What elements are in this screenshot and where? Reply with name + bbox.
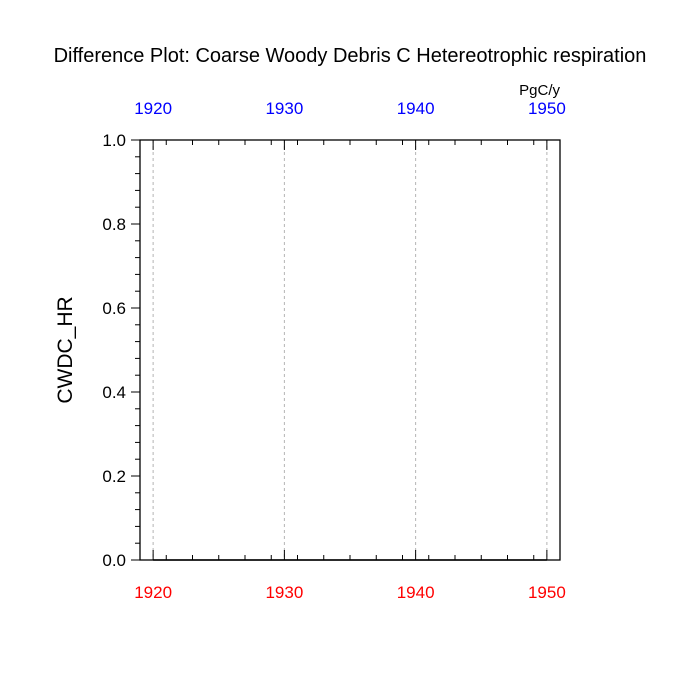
gridlines <box>152 140 548 560</box>
y-tick-label: 0.4 <box>102 383 126 402</box>
x-tick-label-top: 1940 <box>397 99 435 118</box>
y-tick-label: 0.0 <box>102 551 126 570</box>
x-tick-label-bottom: 1920 <box>134 583 172 602</box>
x-tick-label-bottom: 1940 <box>397 583 435 602</box>
x-tick-label-top: 1930 <box>265 99 303 118</box>
tick-labels: 1920 1920 1930 1930 1940 1940 1950 1950 0.0 0.2 0.… <box>102 99 565 602</box>
y-tick-label: 0.8 <box>102 215 126 234</box>
y-tick-label: 0.6 <box>102 299 126 318</box>
x-tick-label-top: 1950 <box>528 99 566 118</box>
x-tick-label-top: 1920 <box>134 99 172 118</box>
axis-ticks <box>131 139 561 561</box>
plot-frame <box>139 139 561 561</box>
units-label: PgC/y <box>519 82 560 99</box>
y-tick-label: 0.2 <box>102 467 126 486</box>
x-tick-label-bottom: 1930 <box>265 583 303 602</box>
chart-title: Difference Plot: Coarse Woody Debris C H… <box>54 45 647 67</box>
y-tick-label: 1.0 <box>102 131 126 150</box>
x-tick-label-bottom: 1950 <box>528 583 566 602</box>
y-axis-label: CWDC_HR <box>54 296 77 403</box>
